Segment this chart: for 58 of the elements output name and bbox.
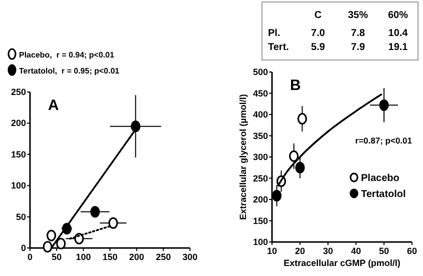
x-tick-label: 35% xyxy=(348,10,368,21)
data-label: 7.9 xyxy=(351,42,366,53)
point xyxy=(90,206,100,218)
point xyxy=(379,99,389,111)
text: , r = 0.95; p<0.01 xyxy=(54,66,120,76)
point xyxy=(56,238,66,250)
x-tick-label: 150 xyxy=(102,252,118,262)
y-tick-label: 300 xyxy=(252,152,268,162)
x-tick-label: 30 xyxy=(322,246,334,256)
y-tick-label: 100 xyxy=(10,180,26,191)
y-tick-label: 50 xyxy=(16,212,26,222)
y-tick-label: 350 xyxy=(252,130,268,141)
x-tick-label: 20 xyxy=(294,246,306,256)
y-tick-label: 200 xyxy=(252,194,268,204)
chart-title: A xyxy=(48,97,59,114)
point xyxy=(42,240,52,253)
x-tick-label: 0 xyxy=(27,252,33,262)
y-tick-label: 150 xyxy=(10,149,26,160)
x-tick-label: 200 xyxy=(129,252,144,262)
point xyxy=(130,120,140,132)
data-label: 19.1 xyxy=(388,42,408,53)
x-axis-title: Extracellular cGMP (pmol/l) xyxy=(284,258,400,268)
point xyxy=(297,112,308,125)
legend-label: Placebo xyxy=(361,172,400,184)
x-tick-label: 300 xyxy=(182,252,198,262)
y-tick-label: 250 xyxy=(252,173,268,184)
y-tick-label: 150 xyxy=(252,216,268,226)
x-tick-label: 50 xyxy=(52,252,62,262)
data-label: 5.9 xyxy=(311,42,326,53)
x-tick-label: 60 xyxy=(406,246,418,256)
x-tick-label: 40 xyxy=(350,246,362,256)
y-tick-label: 250 xyxy=(10,87,26,97)
y-tick-label: Tert. xyxy=(268,42,290,53)
y-tick-label: 450 xyxy=(252,88,268,98)
y-tick-label: 400 xyxy=(252,110,268,120)
annotation: r=0.87; p<0.01 xyxy=(355,135,412,146)
data-label: 7.8 xyxy=(351,28,366,39)
legend-label: Tertatolol xyxy=(361,188,406,200)
x-tick-label: 10 xyxy=(266,246,278,256)
point xyxy=(46,230,56,242)
point xyxy=(295,162,305,174)
y-tick-label: Pl. xyxy=(268,28,280,39)
y-axis-title: Extracellular glycerol (µmol/l) xyxy=(238,94,248,220)
data-label: 10.4 xyxy=(388,28,408,39)
point xyxy=(289,150,299,162)
y-tick-label: 100 xyxy=(252,237,268,247)
x-tick-label: C xyxy=(314,10,322,21)
point xyxy=(108,217,118,229)
y-tick-label: 200 xyxy=(10,118,26,128)
x-tick-label: 100 xyxy=(76,252,91,262)
y-tick-label: 500 xyxy=(252,67,268,77)
data-label: 7.0 xyxy=(311,28,326,39)
x-tick-label: 250 xyxy=(156,252,171,262)
point xyxy=(272,190,282,202)
x-tick-label: 50 xyxy=(378,246,390,256)
chart-title: B xyxy=(290,77,301,94)
text: , r = 0.94; p<0.01 xyxy=(50,50,115,60)
x-tick-label: 60% xyxy=(388,10,408,21)
